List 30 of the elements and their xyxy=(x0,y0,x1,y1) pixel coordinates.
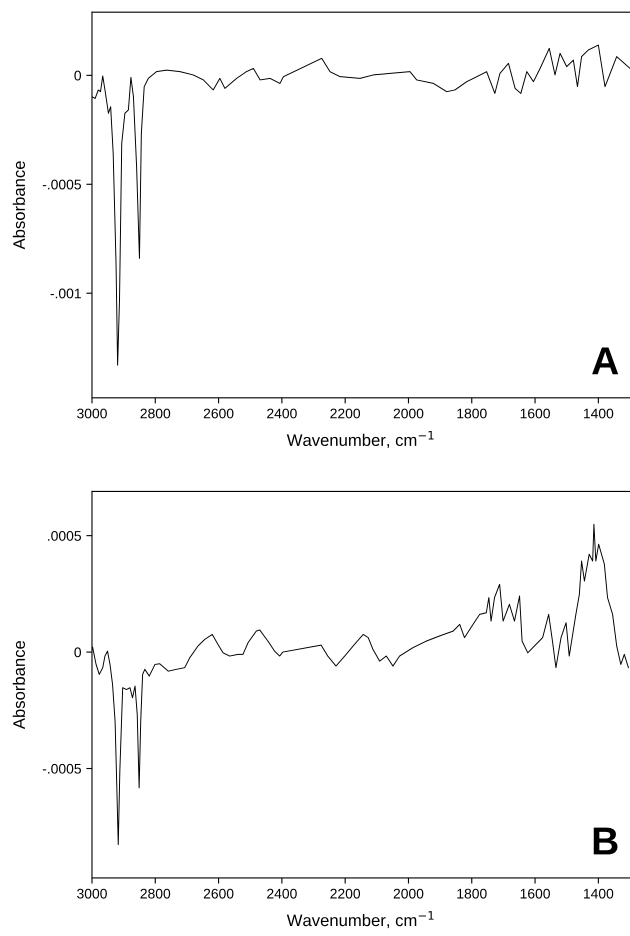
x-tick-label: 1400 xyxy=(584,408,614,418)
x-tick-label: 3000 xyxy=(77,888,107,899)
x-tick-label: 1400 xyxy=(584,888,614,899)
annotation: A xyxy=(592,348,618,374)
x-tick-label: 2200 xyxy=(330,408,360,418)
x-tick-label: 2600 xyxy=(204,408,234,418)
x-axis-title: Wavenumber, cm$^{−1}$ xyxy=(286,430,434,448)
x-tick-label: 1600 xyxy=(520,408,550,418)
y-axis-title: Absorbance xyxy=(12,161,26,250)
x-tick-label: 2600 xyxy=(204,888,234,899)
x-tick-label: 1800 xyxy=(457,888,487,899)
x-tick-label: 3000 xyxy=(77,408,107,418)
x-axis-title: Wavenumber, cm$^{−1}$ xyxy=(286,911,434,928)
annotation: B xyxy=(594,828,618,854)
x-tick-label: 1600 xyxy=(520,888,550,899)
y-tick-label: 0 xyxy=(74,70,82,81)
x-tick-label: 2000 xyxy=(394,408,424,418)
x-tick-label: 2200 xyxy=(330,888,360,899)
x-tick-label: 2400 xyxy=(267,888,297,899)
y-tick-label: .0005 xyxy=(48,530,81,541)
x-tick-label: 2400 xyxy=(267,408,297,418)
y-axis-title: Absorbance xyxy=(12,640,26,730)
y-tick-label: -.0005 xyxy=(42,180,81,190)
y-tick-label: -.001 xyxy=(50,288,81,298)
x-tick-label: 1800 xyxy=(457,408,487,418)
x-tick-label: 2800 xyxy=(140,888,170,899)
x-tick-label: 2800 xyxy=(140,408,170,418)
y-tick-label: -.0005 xyxy=(42,764,81,774)
y-tick-label: 0 xyxy=(74,647,82,658)
x-tick-label: 2000 xyxy=(394,888,424,899)
